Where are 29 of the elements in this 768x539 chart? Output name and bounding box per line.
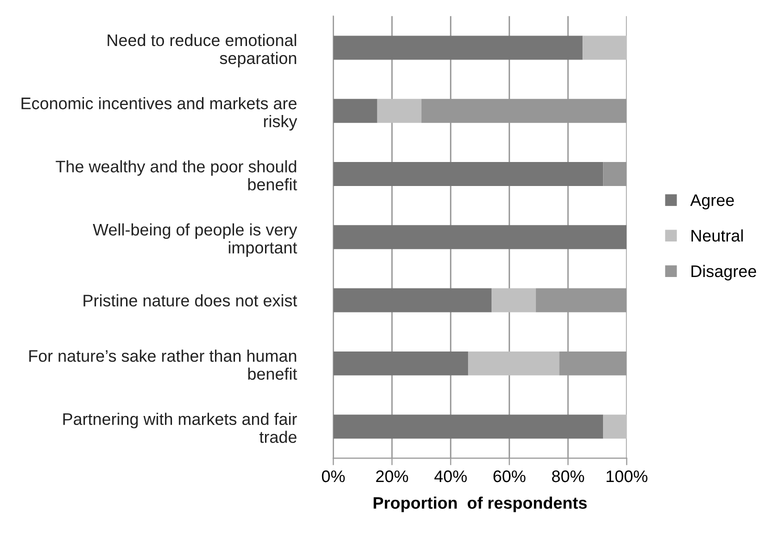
y-tick-label: Pristine nature does not exist (84, 294, 298, 307)
y-tick-label: Need to reduce emotional separation (108, 34, 296, 68)
bar (468, 351, 560, 376)
bar (492, 288, 536, 312)
bar (333, 98, 378, 123)
bar (333, 162, 604, 186)
y-tick-label: Partnering with markets and fair trade (63, 412, 297, 443)
x-tick-label: 100% (606, 470, 648, 482)
bar (603, 414, 627, 439)
x-tick-label: 60% (494, 470, 526, 482)
y-tick-label: For nature’s sake rather than human benefit (29, 350, 298, 380)
bar (333, 351, 468, 376)
bar (377, 98, 422, 123)
legend-label: Disagree (692, 264, 756, 280)
x-tick-label: 20% (376, 470, 408, 482)
bar (333, 225, 627, 250)
legend-label: Neutral (692, 229, 743, 242)
bar (333, 414, 604, 439)
bar (333, 288, 492, 312)
y-tick-label: Well-being of people is very important (92, 223, 298, 257)
legend-label: Agree (690, 194, 734, 210)
x-tick-label: 0% (322, 470, 345, 482)
bar (333, 36, 583, 60)
y-tick-label: The wealthy and the poor should benefit (56, 160, 298, 190)
x-tick-label: 80% (552, 470, 584, 482)
x-tick-label: 40% (434, 470, 467, 482)
y-tick-label: Economic incentives and markets are risky (22, 97, 298, 131)
bar (582, 36, 627, 60)
x-axis-title: Proportion of respondents (374, 496, 587, 512)
